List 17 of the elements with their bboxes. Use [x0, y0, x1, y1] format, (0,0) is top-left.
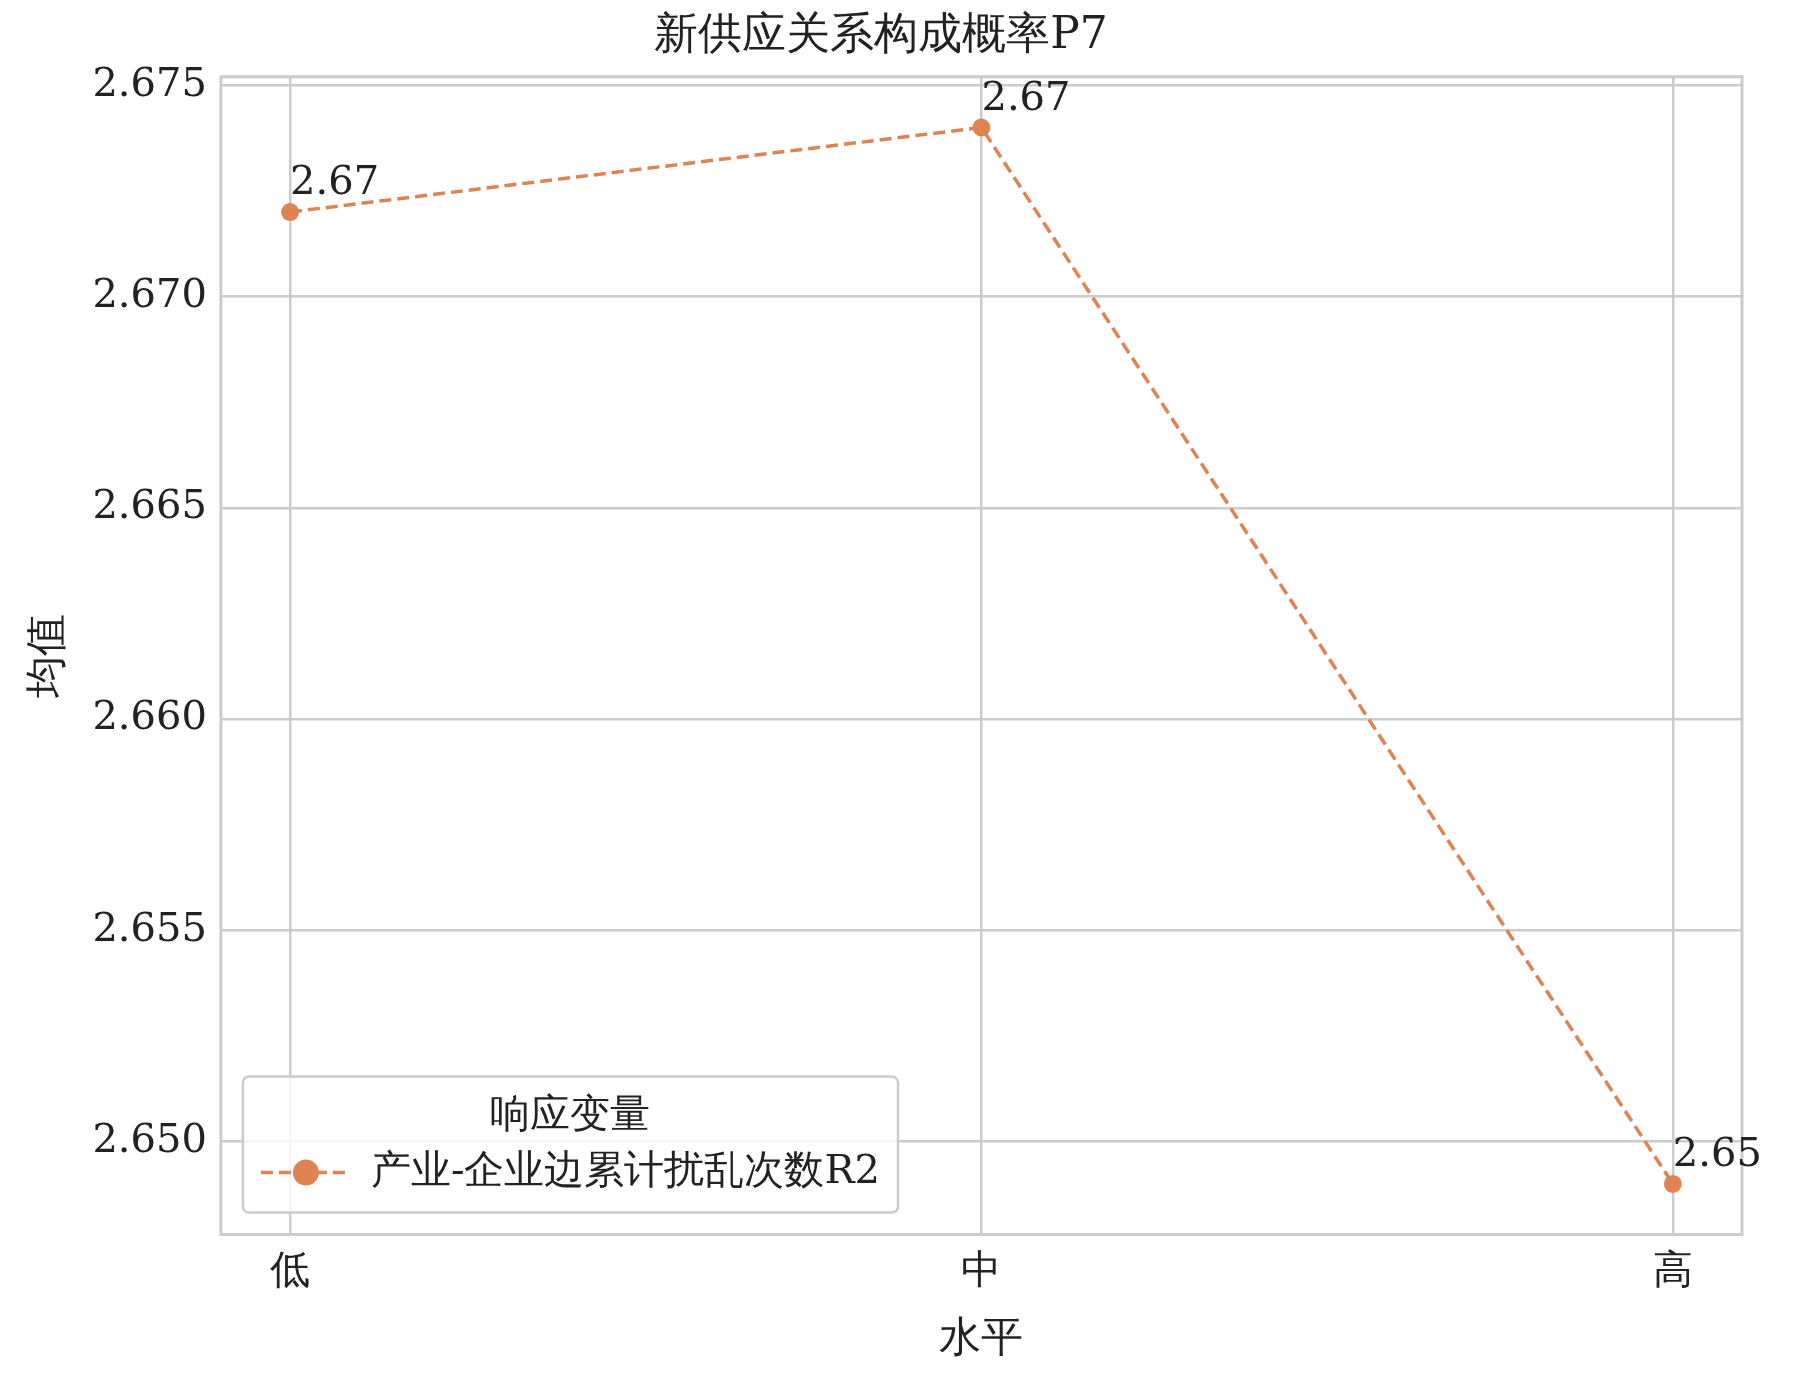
- legend-title: 响应变量: [490, 1089, 651, 1136]
- chart-title: 新供应关系构成概率P7: [654, 6, 1108, 58]
- data-label: 2.67: [290, 157, 380, 204]
- y-tick-label: 2.665: [92, 481, 207, 528]
- legend-label: 产业-企业边累计扰乱次数R2: [370, 1145, 881, 1192]
- x-tick-label: 中: [961, 1245, 1002, 1292]
- x-tick-label: 高: [1652, 1245, 1693, 1292]
- y-tick-label: 2.650: [92, 1115, 207, 1162]
- x-axis-title: 水平: [939, 1311, 1024, 1361]
- y-tick-label: 2.660: [92, 692, 207, 739]
- x-tick-label: 低: [270, 1245, 311, 1292]
- data-label: 2.67: [981, 72, 1071, 119]
- data-label: 2.65: [1672, 1129, 1762, 1176]
- y-tick-label: 2.655: [92, 903, 207, 950]
- y-axis-title: 均值: [21, 613, 71, 699]
- y-tick-label: 2.670: [92, 269, 207, 316]
- y-tick-label: 2.675: [92, 58, 207, 105]
